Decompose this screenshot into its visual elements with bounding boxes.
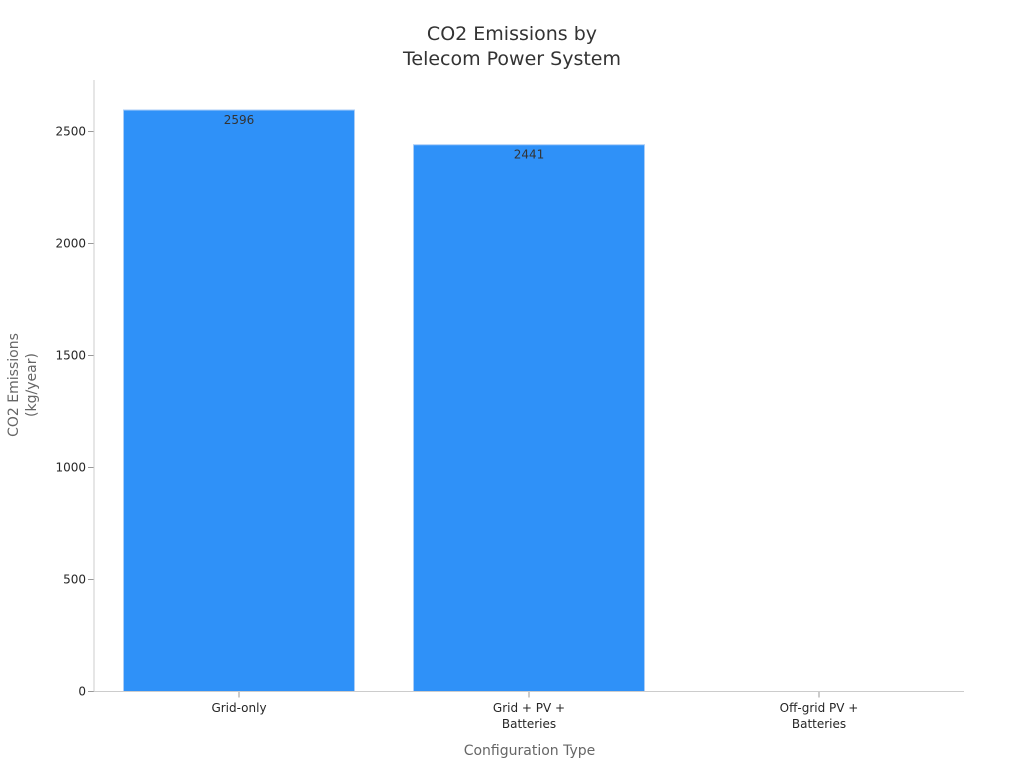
bar [413,144,645,692]
y-tick-label: 2500 [55,125,86,139]
x-tick-label: Grid-only [211,701,266,715]
x-axis-title: Configuration Type [464,743,596,759]
bar [123,109,355,692]
y-axis-title-line: (kg/year) [24,353,40,417]
x-axis: Grid-only Grid + PV + Batteries Off-grid PV… [211,691,859,731]
bar-value-label: 2596 [224,113,255,127]
bars: 2596 2441 [123,109,645,692]
y-axis-title-line: CO2 Emissions [6,333,22,437]
y-tick-label: 0 [78,685,86,699]
chart-title-line: CO2 Emissions by [427,23,597,45]
y-tick-label: 1500 [55,349,86,363]
chart-title: CO2 Emissions by Telecom Power System [402,23,621,70]
y-axis: 0 500 1000 1500 2000 2500 [55,125,94,699]
y-tick-label: 2000 [55,237,86,251]
y-tick-label: 500 [63,573,86,587]
y-axis-title: CO2 Emissions (kg/year) [6,333,40,437]
x-tick-label: Batteries [792,717,846,731]
x-tick-label: Grid + PV + [493,701,565,715]
y-tick-label: 1000 [55,461,86,475]
chart-title-line: Telecom Power System [402,48,621,70]
x-tick-label: Off-grid PV + [780,701,859,715]
bar-value-label: 2441 [514,148,545,162]
x-tick-label: Batteries [502,717,556,731]
